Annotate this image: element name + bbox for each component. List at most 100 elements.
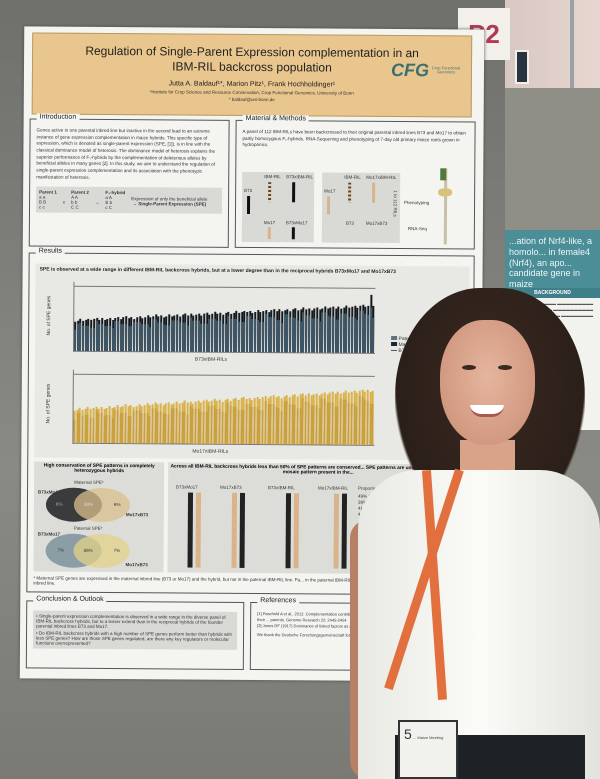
person-face [440,320,535,445]
phenotyping-label: Phenotyping [404,200,430,206]
adjacent-poster-section: BACKGROUND [505,288,600,298]
column-label: Mo17xB73 [220,484,242,490]
label: Mo17 [324,188,336,194]
chromosome-bar [195,492,202,568]
b73-cross-diagram: IBM-RIL B73xIBM-RIL B73 Mo17 B73xMo17 [241,171,315,243]
methods-text: A panel of 112 IBM-RILs have been backcr… [242,128,466,148]
label: Mo17 [263,220,276,226]
venn-circle-mo17 [73,533,130,569]
logo-subtitle: Crop Functional Genomics [431,64,461,75]
bar-segment [371,404,374,445]
conclusion-item: • Do IBM-RIL backcross hybrids with a hi… [35,630,233,646]
maize-seedling-illustration [438,168,453,245]
y-axis-label: No. of SPE genes [45,295,53,336]
venn-value: 7% [57,547,65,553]
allele: C C [71,204,79,211]
introduction-section: Introduction Genes active in one parenta… [28,113,230,248]
person-smile [470,405,504,417]
rnaseq-label: RNA-Seq [407,226,427,232]
label: B73 [345,220,354,226]
section-title: Introduction [36,113,80,121]
venn-label: Mo17xB73 [125,512,149,518]
reference-line [73,373,375,378]
label: B73 [244,187,253,193]
chromosome [268,182,272,203]
venn-value: 88% [83,501,93,507]
adjacent-poster-title: ...ation of Nrf4-like, a homolo... in fe… [505,230,600,289]
title-line-2: IBM-RIL backcross population [172,59,332,75]
label: B73xIBM-RIL [286,174,314,180]
venn-title: High conservation of SPE patterns in com… [43,463,155,475]
conclusion-item: • Single-parent expression complementati… [36,613,226,630]
section-title: Conclusion & Outlook [33,595,107,603]
spe-note: Expression of only the beneficial allele… [131,196,207,207]
label: Mo17xB73 [365,220,388,226]
venn-label: B73xMo17 [37,531,61,537]
logo-text: CFG [390,59,430,80]
cross-symbol: x [62,199,66,205]
chromosome [372,182,376,203]
venn-paternal-title: Paternal SPE* [73,525,103,531]
chromosome-bar [285,493,292,569]
column-label: Mo17xIBM-RIL [318,485,349,491]
venn-label: Mo17xB73 [125,562,148,568]
conclusion-section: Conclusion & Outlook • Single-parent exp… [25,595,245,670]
column-label: B73xIBM-RIL [268,485,295,491]
chromosome-bar [341,493,348,569]
venn-value: 6% [55,501,63,507]
introduction-text: Genes active in one parental inbred line… [36,127,216,180]
chromosome-bar [333,493,340,569]
spe-label: → Single-Parent Expression (SPE) [132,201,207,207]
name-badge: 5 ... Maize Meeting [398,720,458,779]
chromosome [326,196,331,215]
reference-line [74,285,376,289]
person-white-shirt [358,470,600,779]
chromosome-bar [187,492,194,568]
pole [570,0,574,92]
ril-range: 1 to 112 RILs [392,190,398,217]
section-title: Material & Methods [242,114,309,123]
chromosome [292,182,296,203]
label: Mo17xIBM-RIL [366,174,397,181]
label: IBM-RIL [344,174,361,180]
conclusion-box: • Single-parent expression complementati… [32,610,238,650]
bar-segment [372,317,375,353]
label: IBM-RIL [264,174,281,180]
chromosome-bar [293,493,300,569]
venn-circle-mo17 [73,487,131,523]
allele: c C [105,205,113,211]
section-title: Results [35,247,66,255]
bars-area [72,369,375,446]
chromosome-bar [231,492,238,568]
chromosome [246,195,251,214]
venn-value: 6% [113,502,121,508]
poster-title-banner: Regulation of Single-Parent Expression c… [31,32,473,118]
person-eye [462,365,476,370]
x-axis-label: B73xIBM-RILs [194,356,228,363]
venn-value: 86% [83,547,93,553]
badge-number: 5 [404,726,412,742]
allele: c c [39,204,45,210]
building-window [515,50,529,84]
chromosome-bar [239,492,246,568]
bars-area [73,281,376,354]
email: * baldauf@uni-bonn.de [228,96,275,103]
venn-value: 7% [113,548,121,554]
x-axis-label: Mo17xIBM-RILs [192,448,229,455]
results-headline: SPE is observed at a wide range in diffe… [39,266,397,276]
chromosome [291,227,295,240]
methods-section: Material & Methods A panel of 112 IBM-RI… [234,114,476,250]
y-axis-label: No. of SPE genes [45,383,52,424]
mo17-cross-diagram: IBM-RIL Mo17xIBM-RIL Mo17 B73 Mo17xB73 1… [321,172,401,244]
venn-label: B73xMo17 [38,489,61,495]
adjacent-board [505,88,600,233]
chromosome [348,182,352,203]
badge-text: ... Maize Meeting [412,735,444,740]
venn-panel: High conservation of SPE patterns in com… [33,461,165,573]
label: B73xMo17 [285,220,308,226]
section-title: References [257,597,300,605]
